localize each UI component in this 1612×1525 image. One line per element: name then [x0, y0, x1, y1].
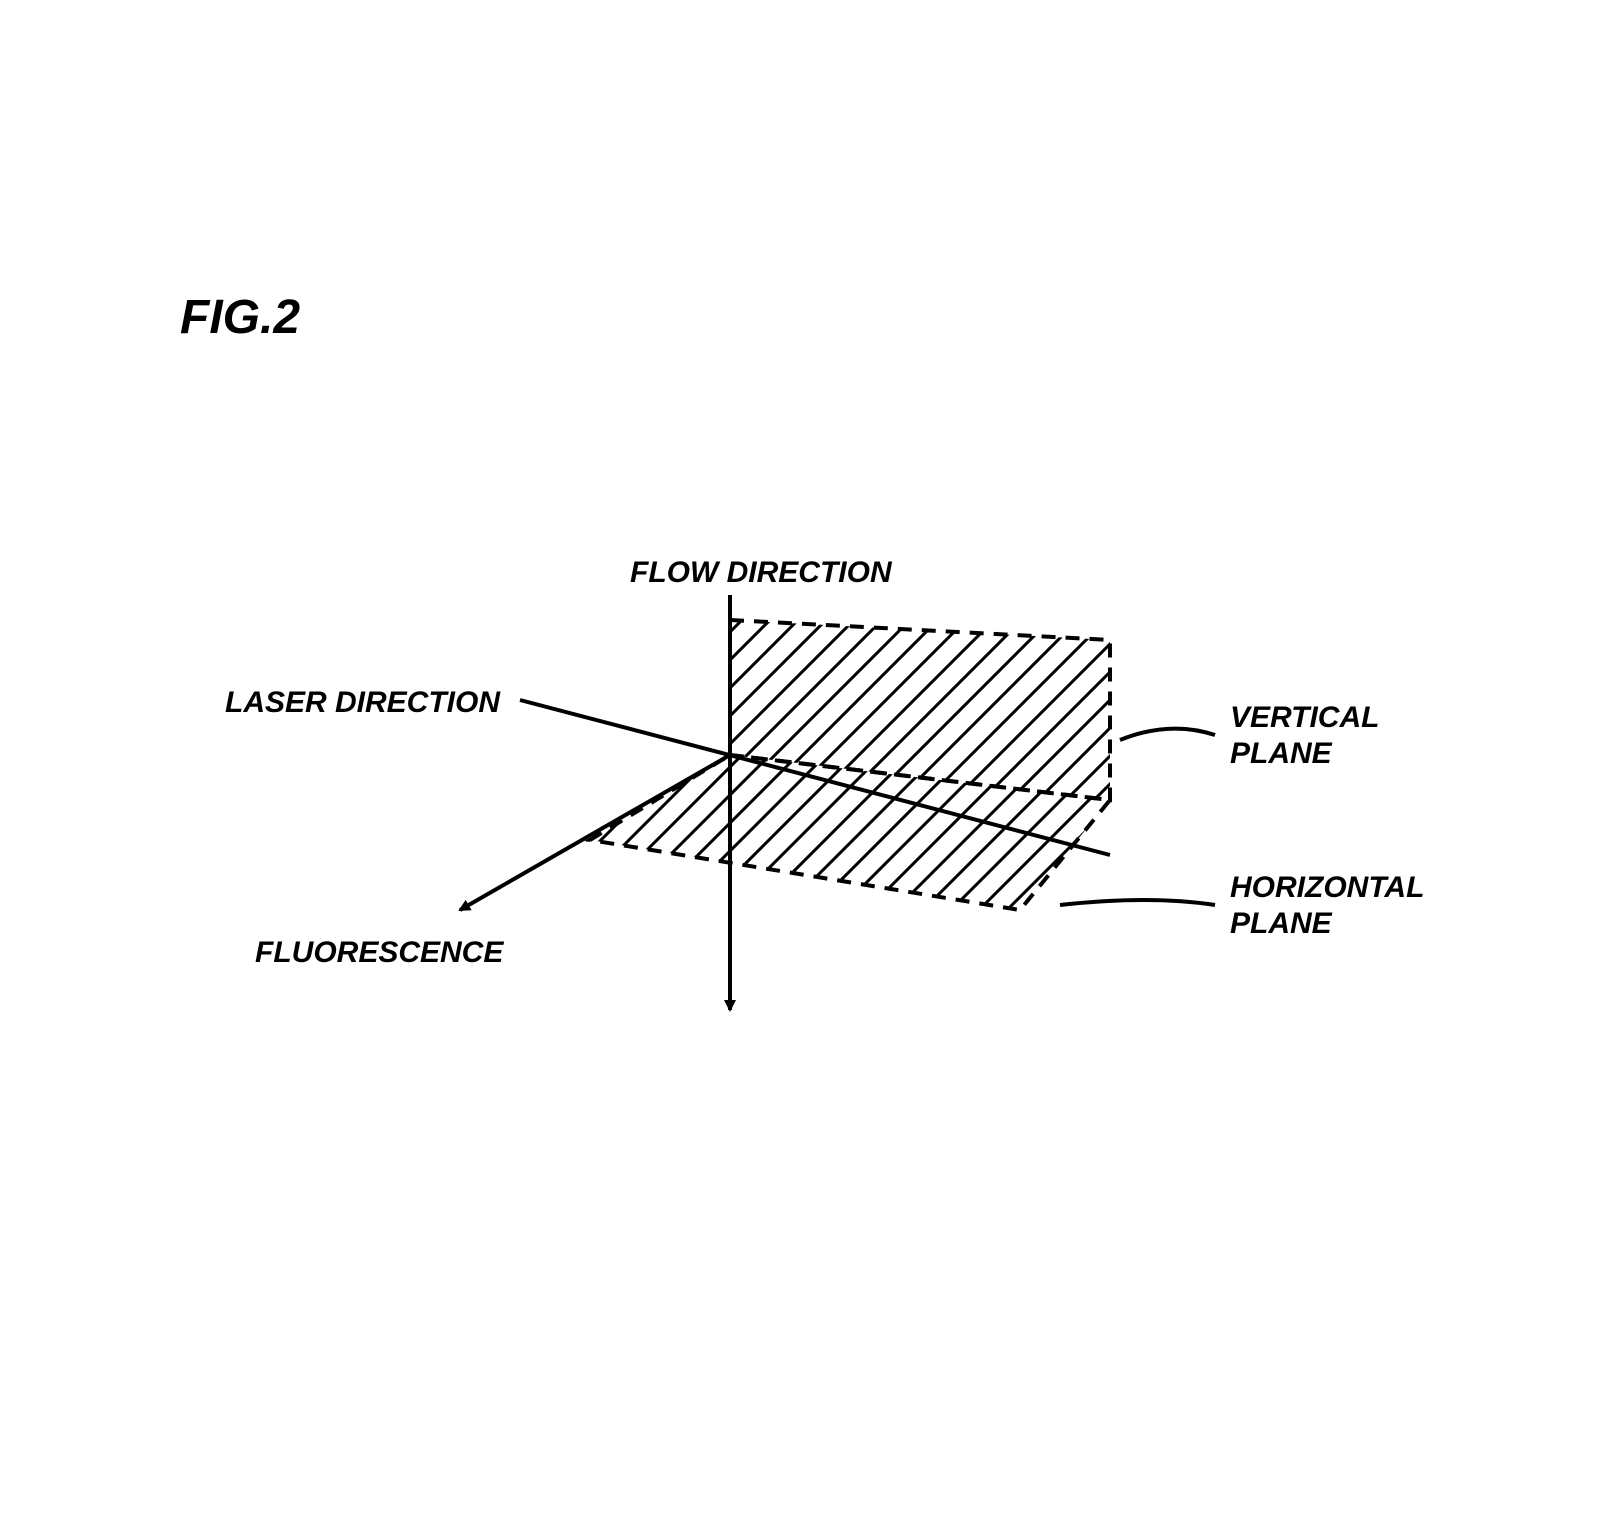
- diagram-svg: [0, 0, 1612, 1525]
- leader-horizontal-plane: [1060, 900, 1215, 905]
- hatch-vertical-plane: [680, 90, 1160, 1326]
- hatch-horizontal-plane: [540, 85, 1160, 1525]
- fluorescence-axis: [460, 755, 730, 910]
- leader-vertical-plane: [1120, 729, 1215, 740]
